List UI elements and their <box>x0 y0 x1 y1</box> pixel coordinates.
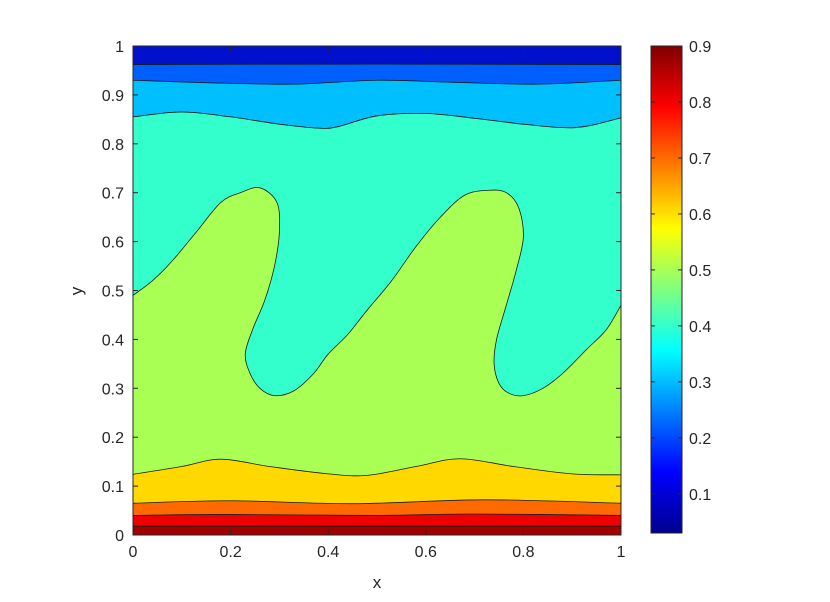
y-tick-label: 0.1 <box>102 479 124 496</box>
x-tick-label: 0.6 <box>415 544 437 561</box>
contour-line <box>133 111 621 129</box>
colorbar-tick-label: 0.8 <box>689 95 711 112</box>
contour-fingers <box>133 111 621 397</box>
colorbar-tick-label: 0.3 <box>689 375 711 392</box>
colorbar: 0.1 0.2 0.3 0.4 0.5 0.6 0.7 0.8 0.9 <box>650 39 711 534</box>
y-axis-ticks: 0 0.1 0.2 0.3 0.4 0.5 0.6 0.7 0.8 0.9 1 <box>102 39 621 545</box>
colorbar-gradient <box>650 45 683 534</box>
y-tick-label: 0.2 <box>102 430 124 447</box>
y-tick-label: 0.8 <box>102 137 124 154</box>
x-tick-label: 0.2 <box>219 544 241 561</box>
y-tick-label: 0.5 <box>102 284 124 301</box>
contour-band-0.4 <box>133 112 621 396</box>
x-axis-ticks: 0 0.2 0.4 0.6 0.8 1 <box>129 46 626 561</box>
colorbar-tick-label: 0.4 <box>689 319 711 336</box>
y-tick-label: 0.6 <box>102 235 124 252</box>
y-tick-label: 0.4 <box>102 332 124 349</box>
x-tick-label: 0.8 <box>512 544 534 561</box>
contour-band-0.88 <box>133 525 621 535</box>
x-tick-label: 0.4 <box>317 544 339 561</box>
y-tick-label: 0.7 <box>102 186 124 203</box>
colorbar-tick-label: 0.6 <box>689 207 711 224</box>
colorbar-tick-label: 0.5 <box>689 263 711 280</box>
x-axis-label: x <box>373 573 382 592</box>
y-tick-label: 0 <box>115 528 124 545</box>
colorbar-tick-label: 0.7 <box>689 151 711 168</box>
y-tick-label: 0.3 <box>102 381 124 398</box>
contour-line <box>133 187 621 397</box>
plot-area <box>133 46 621 535</box>
x-tick-label: 0 <box>129 544 138 561</box>
colorbar-tick-label: 0.1 <box>689 487 711 504</box>
y-tick-label: 1 <box>115 39 124 56</box>
y-tick-label: 0.9 <box>102 88 124 105</box>
x-tick-label: 1 <box>617 544 626 561</box>
y-axis-label: y <box>67 286 86 295</box>
contour-band-0.1 <box>133 46 621 65</box>
colorbar-ticks: 0.1 0.2 0.3 0.4 0.5 0.6 0.7 0.8 0.9 <box>651 39 711 504</box>
colorbar-tick-label: 0.2 <box>689 431 711 448</box>
colorbar-tick-label: 0.9 <box>689 39 711 56</box>
